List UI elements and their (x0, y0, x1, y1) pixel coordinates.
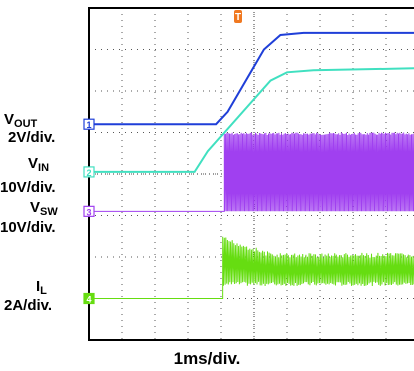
channel-2-marker-text: 2 (86, 168, 91, 178)
channel-4-marker (83, 292, 95, 305)
channel-3-label: VSW (30, 200, 58, 220)
channel-4-marker-text: 4 (86, 295, 91, 305)
channel-3-signal: V (30, 199, 41, 216)
trace-channel-4 (89, 236, 414, 299)
trace-channel-1 (89, 31, 414, 126)
channel-3-scale: 10V/div. (0, 219, 56, 236)
channel-2-scale: 10V/div. (0, 179, 56, 196)
channel-1-scale: 2V/div. (8, 129, 56, 146)
channel-4-subscript: L (40, 285, 47, 297)
channel-4-label: IL (36, 279, 47, 299)
channel-3-marker-text: 3 (86, 207, 91, 217)
channel-4-signal: I (36, 278, 41, 295)
trace-channel-2 (89, 67, 414, 173)
channel-3-subscript: SW (40, 206, 58, 218)
channel-1-signal: V (4, 111, 15, 128)
channel-2-label: VIN (28, 156, 49, 176)
trigger-marker (234, 10, 242, 23)
channel-3-marker (83, 205, 95, 217)
channel-1-label: VOUT (4, 112, 37, 132)
x-axis-label: 1ms/div. (173, 349, 241, 368)
channel-1-marker-text: 1 (86, 120, 91, 130)
channel-2-marker (83, 166, 95, 178)
channel-4-scale: 2A/div. (4, 297, 53, 314)
channel-2-subscript: IN (38, 162, 50, 174)
trace-channel-3 (89, 132, 414, 212)
channel-1-marker (83, 118, 95, 130)
channel-1-subscript: OUT (14, 118, 38, 130)
channel-2-signal: V (28, 155, 39, 172)
trigger-marker-text: T (235, 12, 241, 23)
